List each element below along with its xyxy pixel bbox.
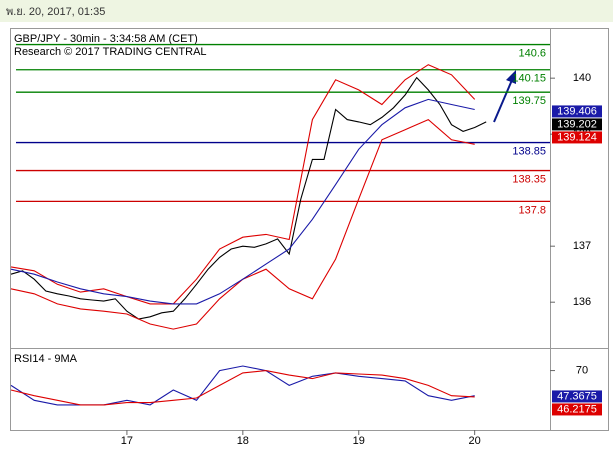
panel-subtitle: Research © 2017 TRADING CENTRAL	[14, 46, 207, 58]
x-tick-label: 20	[469, 435, 481, 447]
forecast-arrowhead	[506, 70, 516, 84]
rsi-panel	[10, 348, 609, 431]
header-datetime: พ.ย. 20, 2017, 01:35	[6, 6, 105, 18]
last-value-label: 139.406	[557, 105, 597, 117]
y-tick-label: 136	[573, 296, 591, 308]
last-value-label: 139.124	[557, 131, 597, 143]
x-tick-label: 17	[121, 435, 133, 447]
level-label: 139.75	[512, 95, 546, 107]
x-tick-label: 18	[237, 435, 249, 447]
y-tick-label: 140	[573, 72, 591, 84]
last-value-box	[552, 105, 602, 118]
level-label: 138.35	[512, 173, 546, 185]
panel-title: GBP/JPY - 30min - 3:34:58 AM (CET)	[14, 33, 198, 45]
last-value-box	[552, 131, 602, 144]
last-value-label: 139.202	[557, 118, 597, 130]
series-line	[10, 76, 487, 320]
level-label: 138.85	[512, 145, 546, 157]
last-value-box	[552, 403, 602, 416]
last-value-label: 46.2175	[557, 403, 597, 415]
header-bar	[0, 0, 613, 22]
series-line	[10, 98, 475, 305]
panel-title: RSI14 - 9MA	[14, 353, 78, 365]
level-label: 140.6	[518, 47, 546, 59]
forecast-arrow	[493, 79, 513, 123]
last-value-box	[552, 118, 602, 131]
x-tick-label: 19	[353, 435, 365, 447]
last-value-box	[552, 390, 602, 403]
y-tick-label: 137	[573, 240, 591, 252]
y-tick-label: 70	[576, 364, 588, 376]
last-value-label: 47.3675	[557, 390, 597, 402]
level-label: 140.15	[512, 73, 546, 85]
series-line	[10, 370, 475, 406]
level-label: 137.8	[518, 204, 546, 216]
